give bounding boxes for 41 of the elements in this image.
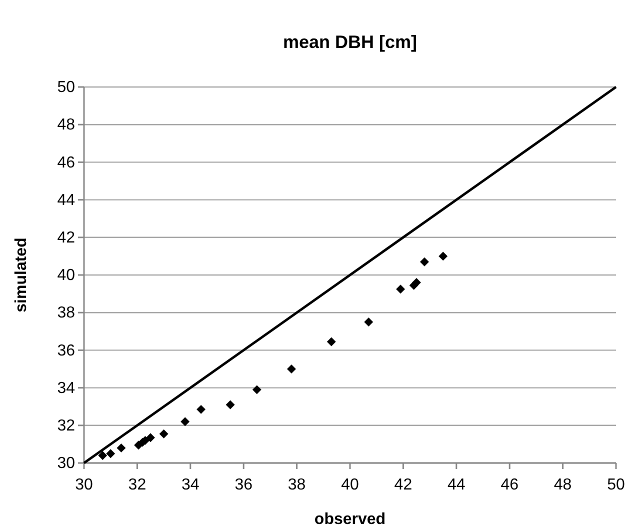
point xyxy=(159,429,168,438)
point xyxy=(420,257,429,266)
y-tick-label: 38 xyxy=(57,304,76,322)
y-tick-label: 48 xyxy=(57,116,76,134)
point xyxy=(438,252,448,261)
y-axis-title: simulated xyxy=(13,238,30,312)
x-axis-title: observed xyxy=(314,511,386,528)
x-tick-label: 40 xyxy=(341,476,359,494)
x-tick-label: 42 xyxy=(394,476,412,494)
point xyxy=(364,318,374,326)
x-tick-label: 46 xyxy=(500,476,519,494)
y-tick-label: 36 xyxy=(57,342,76,360)
x-tick-label: 36 xyxy=(234,476,253,494)
point xyxy=(106,449,116,458)
x-tick-label: 30 xyxy=(75,476,93,494)
point xyxy=(252,385,262,394)
y-tick-label: 42 xyxy=(57,230,76,247)
point xyxy=(287,364,296,374)
point xyxy=(226,400,235,410)
x-tick-label: 44 xyxy=(448,476,466,494)
point xyxy=(116,443,126,452)
x-tick-label: 32 xyxy=(128,476,146,494)
x-tick-label: 38 xyxy=(288,476,306,494)
point xyxy=(412,278,421,287)
point xyxy=(396,284,406,294)
y-tick-label: 34 xyxy=(57,380,76,397)
x-tick-label: 34 xyxy=(182,476,200,494)
y-tick-label: 44 xyxy=(57,192,76,209)
point xyxy=(196,404,206,414)
point xyxy=(180,417,190,426)
y-tick-label: 32 xyxy=(57,418,76,435)
y-tick-label: 46 xyxy=(57,154,76,172)
y-tick-label: 40 xyxy=(57,267,76,284)
chart-title: mean DBH [cm] xyxy=(282,32,418,52)
y-tick-label: 30 xyxy=(57,455,76,472)
point xyxy=(98,451,108,460)
x-tick-label: 48 xyxy=(554,476,572,494)
y-tick-label: 50 xyxy=(57,79,76,96)
x-tick-label: 50 xyxy=(607,476,625,494)
point xyxy=(326,337,336,346)
point xyxy=(146,433,155,442)
